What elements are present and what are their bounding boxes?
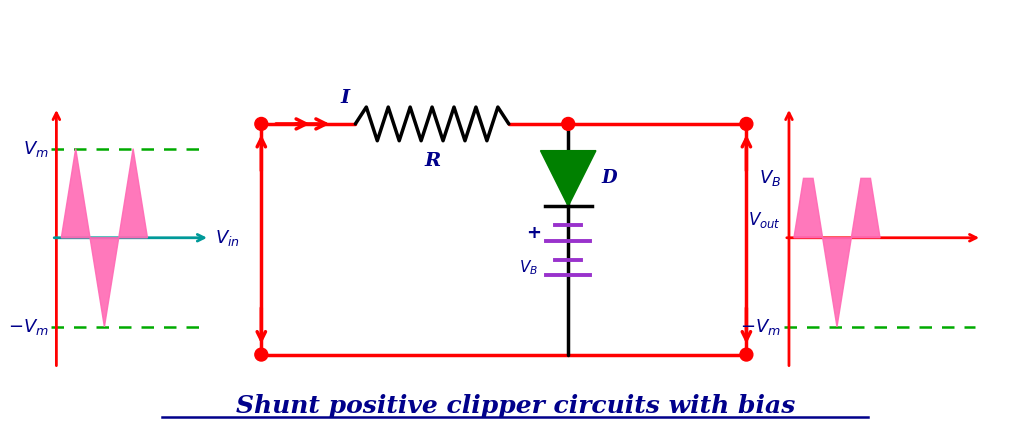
Text: $V_B$: $V_B$ [759,168,781,188]
Circle shape [562,117,574,131]
Circle shape [740,117,753,131]
Text: Shunt positive clipper circuits with bias: Shunt positive clipper circuits with bia… [237,394,796,418]
Polygon shape [61,149,90,238]
Text: $V_{out}$: $V_{out}$ [749,210,781,230]
Text: +: + [526,224,541,242]
Text: R: R [424,152,440,169]
Text: I: I [341,89,350,107]
Circle shape [255,348,267,361]
Polygon shape [822,238,851,327]
Text: $-V_m$: $-V_m$ [7,317,48,337]
Circle shape [740,348,753,361]
Polygon shape [90,238,119,327]
Text: $-V_m$: $-V_m$ [740,317,781,337]
Polygon shape [794,178,822,238]
Text: D: D [602,169,617,187]
Polygon shape [119,149,147,238]
Text: $V_{in}$: $V_{in}$ [215,228,240,248]
Polygon shape [541,151,596,206]
Text: $V_m$: $V_m$ [23,139,48,159]
Text: $V_B$: $V_B$ [519,258,539,277]
Polygon shape [851,178,880,238]
Circle shape [255,117,267,131]
